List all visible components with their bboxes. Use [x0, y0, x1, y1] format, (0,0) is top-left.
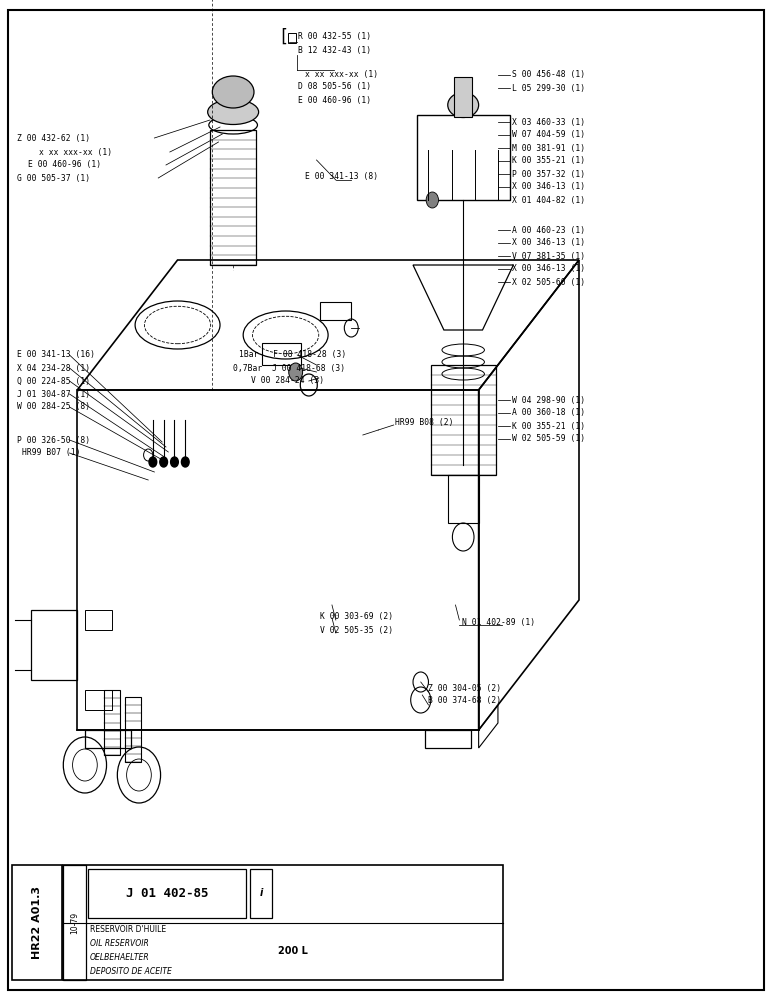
- Text: X 00 346-13 (1): X 00 346-13 (1): [512, 238, 585, 247]
- Text: W 00 284-25 (8): W 00 284-25 (8): [17, 402, 90, 412]
- Text: A 00 360-18 (1): A 00 360-18 (1): [512, 408, 585, 418]
- Text: L 05 299-30 (1): L 05 299-30 (1): [512, 84, 585, 93]
- Bar: [454, 77, 472, 117]
- Text: OELBEHAELTER: OELBEHAELTER: [90, 953, 149, 962]
- Ellipse shape: [208, 100, 259, 124]
- Bar: [417, 115, 510, 200]
- Text: N 01 402-89 (1): N 01 402-89 (1): [462, 617, 535, 626]
- Text: OIL RESERVOIR: OIL RESERVOIR: [90, 939, 148, 948]
- Text: X 04 234-28 (1): X 04 234-28 (1): [17, 363, 90, 372]
- Circle shape: [426, 192, 438, 208]
- Bar: [288, 33, 296, 43]
- Bar: [431, 365, 496, 475]
- Text: V 00 284-24 (3): V 00 284-24 (3): [251, 376, 324, 385]
- Text: HR22 A01.3: HR22 A01.3: [32, 886, 42, 959]
- Circle shape: [289, 363, 303, 381]
- Circle shape: [160, 457, 168, 467]
- Bar: [85, 610, 112, 630]
- Text: V 07 381-35 (1): V 07 381-35 (1): [512, 251, 585, 260]
- Text: Z 00 304-05 (2): Z 00 304-05 (2): [428, 684, 502, 692]
- Text: A 00 460-23 (1): A 00 460-23 (1): [512, 226, 585, 234]
- Text: P 00 357-32 (1): P 00 357-32 (1): [512, 169, 585, 178]
- Bar: [63, 865, 503, 980]
- Bar: [104, 690, 120, 755]
- Text: R 00 432-55 (1): R 00 432-55 (1): [298, 32, 371, 41]
- Text: G 00 505-37 (1): G 00 505-37 (1): [17, 174, 90, 182]
- Text: E 00 460-96 (1): E 00 460-96 (1): [298, 96, 371, 104]
- Text: V 02 505-35 (2): V 02 505-35 (2): [320, 626, 394, 635]
- Text: K 00 355-21 (1): K 00 355-21 (1): [512, 156, 585, 165]
- Bar: [448, 475, 479, 523]
- Text: X 02 505-60 (1): X 02 505-60 (1): [512, 277, 585, 286]
- Text: RESERVOIR D'HUILE: RESERVOIR D'HUILE: [90, 926, 166, 934]
- Bar: [320, 302, 351, 320]
- Text: X 00 346-13 (1): X 00 346-13 (1): [512, 182, 585, 192]
- Text: B 00 374-68 (2): B 00 374-68 (2): [428, 696, 502, 706]
- Text: HR99 B08 (2): HR99 B08 (2): [395, 418, 454, 426]
- Text: M 00 381-91 (1): M 00 381-91 (1): [512, 143, 585, 152]
- Text: Q 00 224-85 (1): Q 00 224-85 (1): [17, 376, 90, 385]
- Text: x xx xxx-xx (1): x xx xxx-xx (1): [39, 147, 112, 156]
- Text: S 00 456-48 (1): S 00 456-48 (1): [512, 70, 585, 80]
- Ellipse shape: [448, 93, 479, 117]
- Circle shape: [171, 457, 178, 467]
- Text: P 00 326-50 (8): P 00 326-50 (8): [17, 436, 90, 444]
- Text: E 00 341-13 (8): E 00 341-13 (8): [305, 172, 378, 182]
- Text: X 01 404-82 (1): X 01 404-82 (1): [512, 196, 585, 205]
- Text: E 00 341-13 (16): E 00 341-13 (16): [17, 351, 95, 360]
- Text: J 01 304-87 (1): J 01 304-87 (1): [17, 389, 90, 398]
- Bar: [250, 869, 272, 918]
- Text: 200 L: 200 L: [278, 946, 308, 956]
- Bar: [210, 130, 256, 265]
- Ellipse shape: [212, 76, 254, 108]
- Bar: [88, 869, 246, 918]
- Text: Z 00 432-62 (1): Z 00 432-62 (1): [17, 133, 90, 142]
- Text: W 02 505-59 (1): W 02 505-59 (1): [512, 434, 585, 444]
- Text: B 12 432-43 (1): B 12 432-43 (1): [298, 45, 371, 54]
- Text: 0,7Bar  J 00 418-68 (3): 0,7Bar J 00 418-68 (3): [233, 363, 345, 372]
- Text: K 00 303-69 (2): K 00 303-69 (2): [320, 612, 394, 621]
- Text: W 07 404-59 (1): W 07 404-59 (1): [512, 130, 585, 139]
- Text: D 08 505-56 (1): D 08 505-56 (1): [298, 83, 371, 92]
- Circle shape: [149, 457, 157, 467]
- Text: [: [: [278, 28, 288, 46]
- Text: W 04 298-90 (1): W 04 298-90 (1): [512, 395, 585, 404]
- Text: x xx xxx-xx (1): x xx xxx-xx (1): [305, 70, 378, 79]
- Text: J 01 402-85: J 01 402-85: [126, 887, 208, 900]
- Bar: [12, 865, 62, 980]
- Text: i: i: [259, 888, 262, 898]
- Bar: [262, 343, 301, 365]
- Bar: [85, 690, 112, 710]
- Circle shape: [181, 457, 189, 467]
- Text: DEPOSITO DE ACEITE: DEPOSITO DE ACEITE: [90, 967, 171, 976]
- Text: K 00 355-21 (1): K 00 355-21 (1): [512, 422, 585, 430]
- Text: E 00 460-96 (1): E 00 460-96 (1): [28, 160, 101, 169]
- Text: 1Bar   F 08 418-28 (3): 1Bar F 08 418-28 (3): [239, 351, 347, 360]
- Bar: [125, 697, 141, 762]
- Text: X 03 460-33 (1): X 03 460-33 (1): [512, 117, 585, 126]
- Text: X 00 346-13 (1): X 00 346-13 (1): [512, 264, 585, 273]
- Bar: [63, 865, 86, 980]
- Text: HR99 B07 (1): HR99 B07 (1): [22, 448, 80, 458]
- Text: 10-79: 10-79: [70, 911, 80, 934]
